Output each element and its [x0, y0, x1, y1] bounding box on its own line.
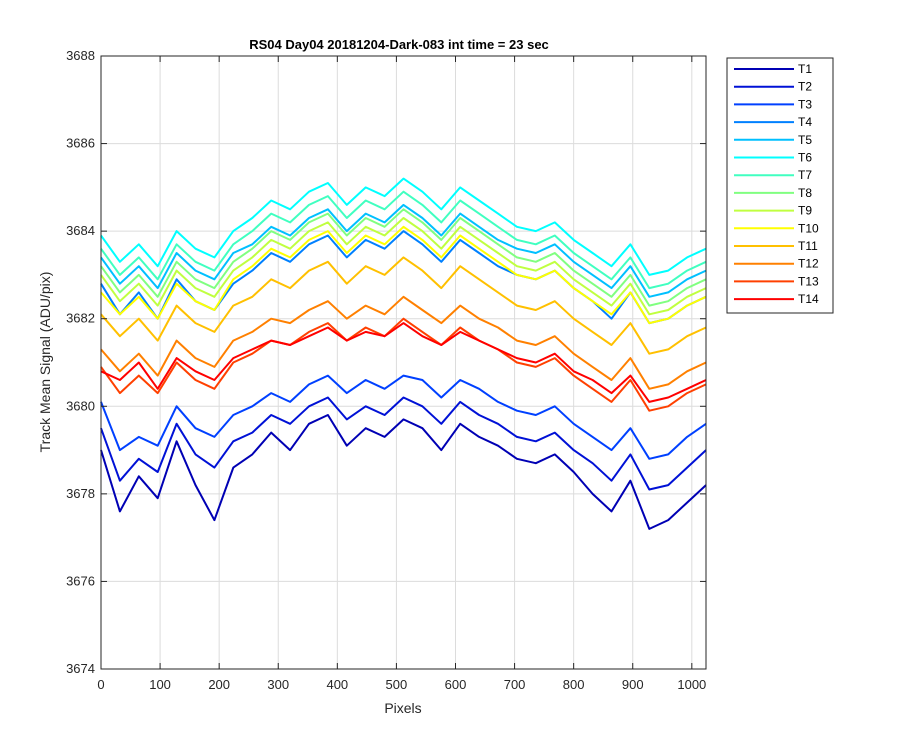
series-line-t10: [100, 225, 707, 325]
x-tick-label: 300: [267, 677, 289, 692]
series-line-t11: [100, 256, 707, 355]
y-tick-label: 3674: [66, 661, 95, 676]
series-line-t1: [100, 414, 707, 530]
legend-entry-t8: T8: [798, 186, 812, 200]
legend-box: [726, 57, 834, 314]
legend-entry-t5: T5: [798, 133, 812, 147]
x-tick-label: 700: [504, 677, 526, 692]
y-tick-label: 3678: [66, 486, 95, 501]
legend-entry-t13: T13: [798, 274, 819, 288]
y-tick-label: 3684: [66, 223, 95, 238]
series-line-t2: [100, 396, 707, 491]
x-tick-label: 600: [445, 677, 467, 692]
legend-entry-t1: T1: [798, 62, 812, 76]
series-line-t14: [100, 322, 707, 403]
series-line-t13: [100, 317, 707, 412]
x-tick-label: 1000: [677, 677, 706, 692]
y-tick-label: 3682: [66, 311, 95, 326]
plot-area: [101, 56, 706, 669]
chart-title: RS04 Day04 20181204-Dark-083 int time = …: [249, 37, 549, 52]
y-axis-label: Track Mean Signal (ADU/pix): [37, 272, 53, 453]
legend-entry-t7: T7: [798, 168, 812, 182]
series-line-t7: [100, 190, 707, 290]
x-tick-label: 900: [622, 677, 644, 692]
legend-entry-t3: T3: [798, 97, 812, 111]
y-tick-label: 3680: [66, 398, 95, 413]
y-tick-label: 3686: [66, 136, 95, 151]
legend-entry-t10: T10: [798, 221, 819, 235]
legend-entry-t14: T14: [798, 292, 819, 306]
x-tick-label: 400: [326, 677, 348, 692]
plot-frame: [100, 55, 707, 670]
x-tick-label: 200: [208, 677, 230, 692]
series-line-t12: [100, 295, 707, 390]
axis-ticks: 0 100 200 300 400 500 600 700 800 900 1000 3674 3676…: [66, 48, 706, 692]
series-layer: [100, 177, 707, 530]
x-axis-label: Pixels: [384, 700, 421, 716]
legend-entry-t2: T2: [798, 80, 812, 94]
y-tick-label: 3688: [66, 48, 95, 63]
series-line-t8: [100, 208, 707, 307]
x-tick-label: 500: [386, 677, 408, 692]
x-tick-label: 100: [149, 677, 171, 692]
x-tick-label: 800: [563, 677, 585, 692]
series-line-t3: [100, 374, 707, 460]
legend-entry-t12: T12: [798, 257, 819, 271]
x-tick-label: 0: [97, 677, 104, 692]
legend-entry-t11: T11: [798, 239, 818, 253]
legend-entry-t4: T4: [798, 115, 812, 129]
series-line-t9: [100, 217, 707, 316]
y-tick-label: 3676: [66, 573, 95, 588]
legend-entry-t9: T9: [798, 204, 812, 218]
legend-entry-t6: T6: [798, 151, 812, 165]
series-line-t6: [100, 177, 707, 276]
series-line-t5: [100, 203, 707, 298]
legend: T1 T2 T3 T4 T5 T6 T7 T8 T9 T10 T11 T12 T13 T14: [726, 57, 834, 314]
